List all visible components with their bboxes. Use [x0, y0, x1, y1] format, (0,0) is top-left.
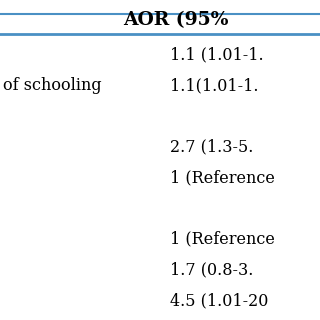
- Text: 1 (Reference: 1 (Reference: [170, 169, 275, 186]
- Text: 1 (Reference: 1 (Reference: [170, 231, 275, 248]
- Text: 1.1 (1.01-1.: 1.1 (1.01-1.: [170, 46, 263, 63]
- Text: of schooling: of schooling: [3, 77, 102, 94]
- Text: 1.7 (0.8-3.: 1.7 (0.8-3.: [170, 261, 253, 278]
- Text: 1.1(1.01-1.: 1.1(1.01-1.: [170, 77, 258, 94]
- Text: AOR (95%: AOR (95%: [123, 11, 229, 29]
- Text: 4.5 (1.01-20: 4.5 (1.01-20: [170, 292, 268, 309]
- Text: 2.7 (1.3-5.: 2.7 (1.3-5.: [170, 139, 253, 156]
